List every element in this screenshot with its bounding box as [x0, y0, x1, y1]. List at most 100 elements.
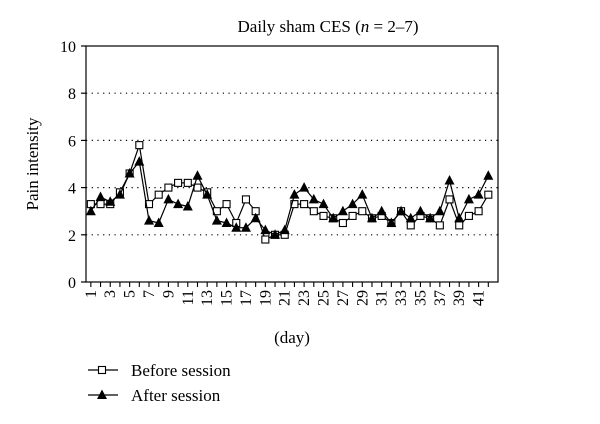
data-point: [95, 191, 106, 202]
x-tick-label: 11: [180, 290, 197, 305]
data-point: [153, 217, 164, 227]
data-point: [144, 200, 154, 209]
data-point: [484, 190, 493, 199]
data-point: [444, 175, 455, 185]
legend: Before session After session: [88, 361, 231, 405]
data-point: [299, 182, 310, 192]
data-point: [357, 189, 368, 199]
data-point: [250, 212, 261, 223]
y-tick-label: 0: [68, 275, 76, 292]
series-after-session: [85, 156, 494, 239]
x-tick-label: 21: [277, 290, 294, 306]
series-layer: [85, 141, 494, 244]
data-point: [473, 189, 484, 199]
x-tick-label: 3: [102, 290, 119, 298]
y-tick-label: 2: [68, 228, 76, 245]
legend-item-before: Before session: [88, 361, 231, 380]
x-tick-label: 5: [122, 290, 139, 298]
data-point: [318, 198, 329, 209]
data-point: [240, 222, 251, 232]
data-point: [270, 229, 281, 239]
data-point: [289, 189, 300, 199]
gridlines: [86, 92, 498, 236]
data-point: [406, 221, 415, 230]
data-point: [279, 224, 290, 235]
x-tick-label: 33: [393, 290, 410, 306]
data-point: [163, 193, 174, 204]
data-point: [445, 195, 454, 204]
legend-marker-before: [97, 365, 107, 375]
series-before-session: [86, 141, 493, 244]
x-axis-label: (day): [274, 328, 310, 347]
y-tick-label: 6: [68, 133, 76, 150]
x-tick-label: 39: [451, 290, 468, 306]
data-point: [405, 212, 416, 223]
data-point: [425, 212, 436, 223]
data-point: [221, 217, 232, 227]
data-point: [396, 205, 407, 216]
data-point: [300, 200, 309, 209]
data-point: [135, 141, 144, 150]
data-point: [455, 221, 464, 230]
x-tick-label: 7: [141, 290, 158, 298]
data-point: [183, 178, 192, 187]
x-tick-label: 1: [83, 290, 100, 298]
y-tick-label: 8: [68, 86, 76, 103]
data-point: [415, 205, 426, 216]
data-point: [319, 211, 328, 220]
data-point: [174, 178, 183, 187]
data-point: [308, 193, 319, 204]
data-point: [222, 200, 231, 209]
x-tick-label: 37: [432, 290, 449, 306]
data-point: [144, 215, 155, 225]
data-point: [348, 211, 357, 220]
x-tick-label: 27: [335, 290, 352, 306]
plot-frame: [85, 45, 499, 283]
data-point: [376, 205, 387, 216]
y-axis-label: Pain intensity: [23, 117, 42, 211]
legend-item-after: After session: [88, 386, 221, 405]
data-point: [464, 211, 473, 220]
title-n: n: [361, 17, 370, 36]
data-point: [231, 222, 242, 232]
legend-label-after: After session: [131, 386, 221, 405]
data-point: [366, 212, 377, 223]
data-point: [463, 193, 474, 204]
data-point: [154, 190, 163, 199]
y-axis-ticks: 0 2 4 6 8 10: [60, 39, 86, 292]
y-tick-label: 4: [68, 181, 76, 198]
x-tick-label: 17: [238, 290, 255, 306]
data-point: [309, 207, 318, 216]
data-point: [134, 156, 145, 166]
data-point: [114, 189, 125, 199]
data-point: [435, 221, 444, 230]
legend-label-before: Before session: [131, 361, 231, 380]
x-tick-label: 31: [374, 290, 391, 306]
data-point: [454, 212, 465, 223]
data-point: [290, 200, 299, 209]
data-point: [105, 196, 116, 206]
data-point: [347, 198, 358, 209]
data-point: [211, 215, 222, 225]
data-point: [173, 198, 184, 209]
data-point: [434, 205, 445, 216]
x-tick-label: 15: [219, 290, 236, 306]
x-tick-label: 13: [199, 290, 216, 306]
data-point: [260, 224, 271, 235]
data-point: [328, 212, 339, 223]
legend-marker-after: [97, 389, 107, 399]
data-point: [241, 195, 251, 204]
data-point: [85, 205, 96, 216]
data-point: [338, 218, 347, 228]
data-point: [261, 235, 270, 244]
series-line: [90, 144, 489, 241]
data-point: [182, 200, 193, 211]
title-prefix: Daily sham CES (: [238, 17, 362, 36]
data-point: [192, 170, 203, 180]
x-tick-label: 41: [471, 290, 488, 306]
chart-title: Daily sham CES (n = 2–7): [238, 17, 419, 36]
x-tick-label: 25: [316, 290, 333, 306]
data-point: [337, 205, 348, 216]
x-tick-label: 9: [160, 290, 177, 298]
